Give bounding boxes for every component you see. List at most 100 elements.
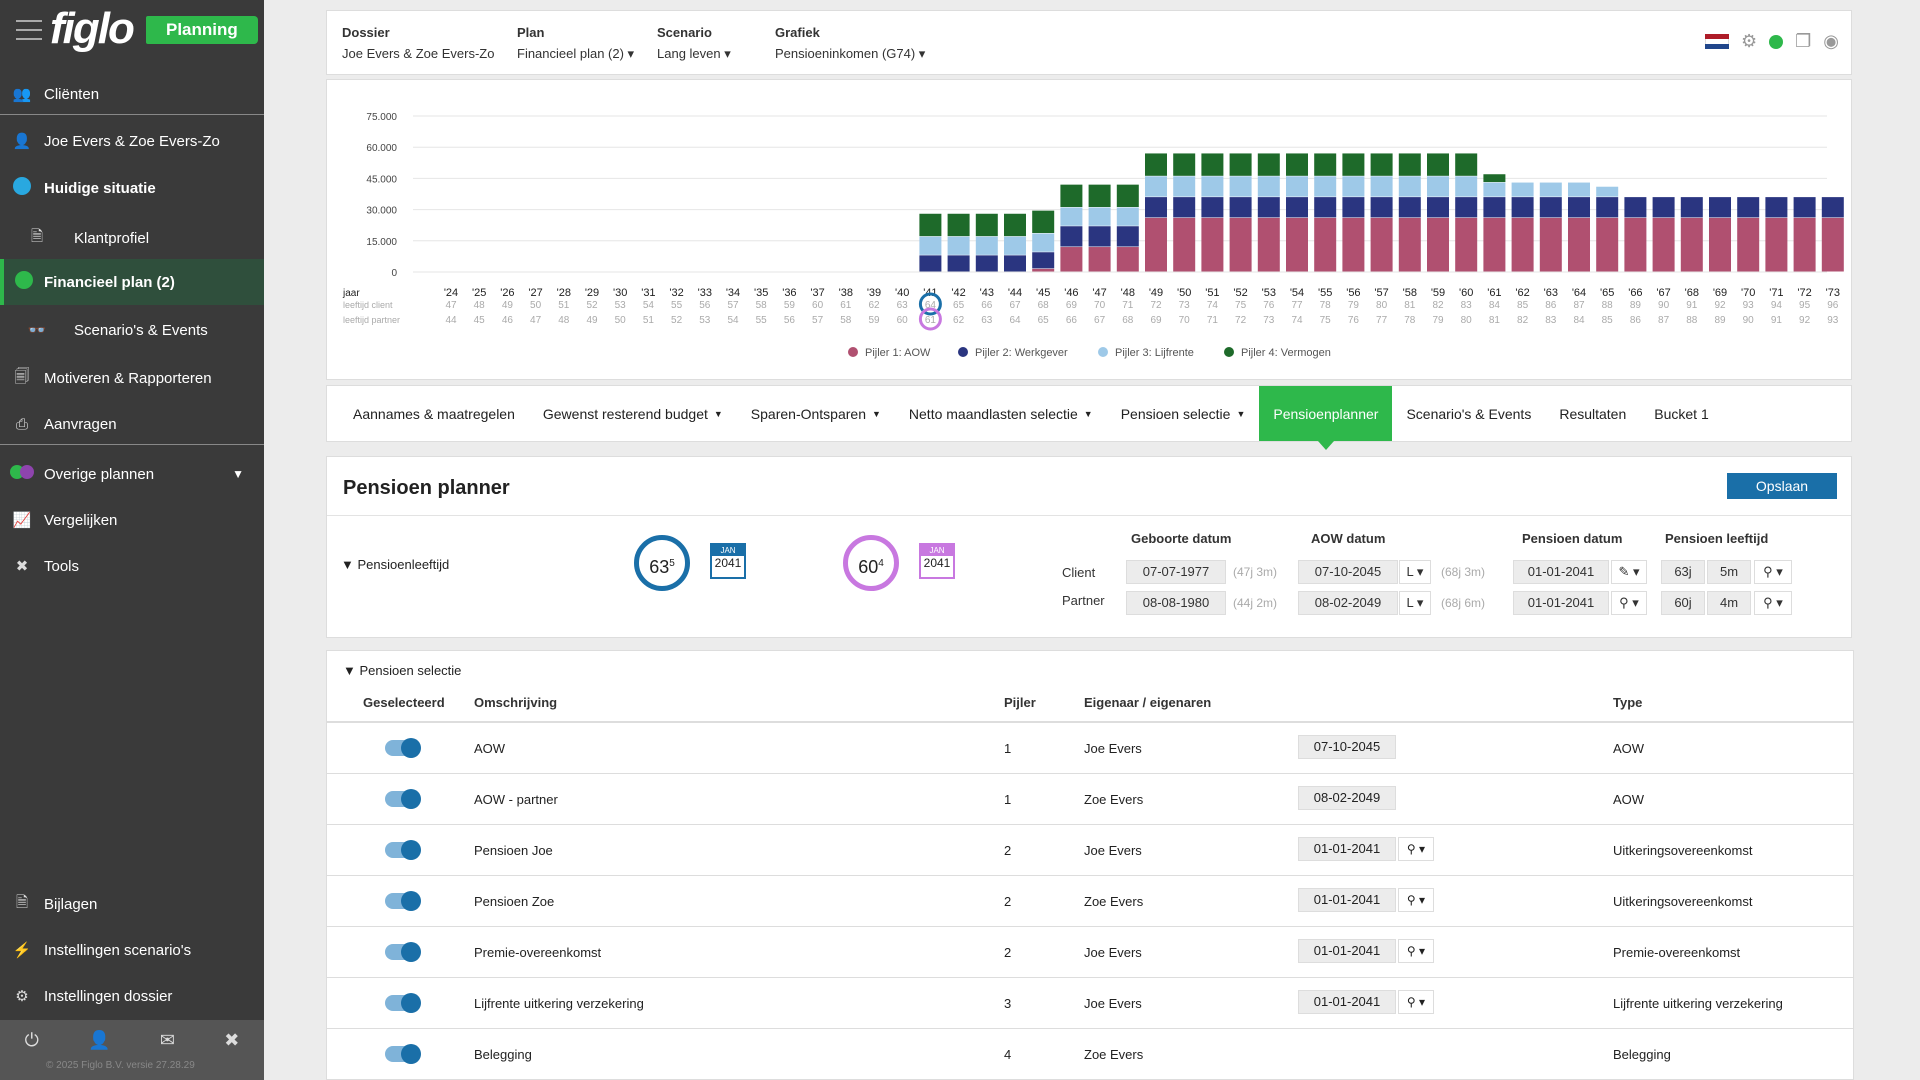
bar-segment — [975, 213, 998, 237]
profile-icon[interactable]: 👤 — [88, 1029, 111, 1050]
row-date-input[interactable]: 01-01-2041 — [1298, 837, 1396, 861]
link-dropdown-icon[interactable]: ⚲ ▾ — [1398, 990, 1434, 1014]
sidebar-item-financieel-plan[interactable]: Financieel plan (2) — [0, 259, 264, 305]
bar-segment — [1427, 217, 1449, 272]
sidebar-item-bijlagen[interactable]: 🗎 Bijlagen — [0, 884, 264, 924]
mail-icon[interactable]: ✉ — [159, 1029, 175, 1050]
tab-gewenst-budget[interactable]: Gewenst resterend budget ▼ — [529, 386, 737, 441]
sidebar-item-label: Instellingen dossier — [44, 987, 173, 1005]
bar-segment — [1568, 217, 1590, 272]
menu-icon[interactable] — [16, 20, 42, 40]
client-age-years-input[interactable]: 63j — [1661, 560, 1705, 584]
age-client-label: 65 — [953, 300, 965, 311]
partner-aow-input[interactable]: 08-02-2049 — [1298, 591, 1398, 615]
sidebar-item-huidige-situatie[interactable]: Huidige situatie — [0, 168, 264, 208]
tab-resultaten[interactable]: Resultaten — [1545, 386, 1640, 441]
tab-label: Netto maandlasten selectie — [908, 405, 1078, 422]
x-tick-label: '44 — [1008, 287, 1022, 299]
eye-icon[interactable]: ◉ — [1823, 31, 1839, 51]
link-dropdown-icon[interactable]: ⚲ ▾ — [1398, 837, 1434, 861]
sidebar-item-scenarios[interactable]: 👓 Scenario's & Events — [0, 310, 264, 350]
age-client-label: 60 — [812, 300, 824, 311]
row-type: Uitkeringsovereenkomst — [1613, 894, 1753, 909]
link-dropdown-icon[interactable]: ⚲ ▾ — [1611, 591, 1647, 615]
age-client-label: 95 — [1799, 300, 1811, 311]
gear-icon[interactable]: ⚙ — [1741, 31, 1758, 51]
x-tick-label: '30 — [613, 287, 627, 299]
sidebar-item-klantprofiel[interactable]: 🗎 Klantprofiel — [0, 218, 264, 258]
plan-dropdown[interactable]: Plan Financieel plan (2) ▾ — [517, 25, 634, 62]
link-dropdown-icon[interactable]: ⚲ ▾ — [1398, 888, 1434, 912]
partner-pension-date-input[interactable]: 01-01-2041 — [1513, 591, 1609, 615]
report-icon: 🗐 — [14, 367, 30, 385]
sidebar-item-clienten[interactable]: 👥 Cliënten — [0, 74, 264, 114]
sidebar-item-vergelijken[interactable]: 📈 Vergelijken — [0, 500, 264, 540]
selected-toggle[interactable] — [385, 840, 421, 860]
sidebar-item-overige-plannen[interactable]: Overige plannen ▼ — [0, 454, 264, 494]
row-description: AOW — [474, 741, 506, 756]
sidebar-item-instellingen-scenarios[interactable]: ⚡ Instellingen scenario's — [0, 930, 264, 970]
link-dropdown-icon[interactable]: ⚲ ▾ — [1754, 560, 1792, 584]
pensioen-selectie-toggle[interactable]: ▼ Pensioen selectie — [343, 663, 461, 678]
selected-toggle[interactable] — [385, 993, 421, 1013]
row-type: AOW — [1613, 792, 1645, 807]
link-dropdown-icon[interactable]: ⚲ ▾ — [1754, 591, 1792, 615]
age-partner-label: 57 — [812, 315, 824, 326]
sidebar-item-motiveren[interactable]: 🗐 Motiveren & Rapporteren — [0, 358, 264, 398]
tab-label: Sparen-Ontsparen — [750, 405, 866, 422]
partner-birth-input[interactable]: 08-08-1980 — [1126, 591, 1226, 615]
dossier-field[interactable]: Dossier Joe Evers & Zoe Evers-Zo — [342, 25, 494, 61]
edit-dropdown-icon[interactable]: ✎ ▾ — [1611, 560, 1647, 584]
partner-aow-select[interactable]: L ▾ — [1399, 591, 1431, 615]
partner-age-months-input[interactable]: 4m — [1707, 591, 1751, 615]
tab-pensioen-selectie[interactable]: Pensioen selectie ▼ — [1107, 386, 1260, 441]
x-tick-label: '70 — [1741, 287, 1755, 299]
tab-netto-maandlasten[interactable]: Netto maandlasten selectie ▼ — [895, 386, 1107, 441]
x-tick-label: '28 — [557, 287, 571, 299]
row-date-input[interactable]: 07-10-2045 — [1298, 735, 1396, 759]
table-row: Belegging 4 Zoe Evers Belegging — [327, 1029, 1853, 1080]
bar-segment — [1173, 176, 1196, 197]
link-dropdown-icon[interactable]: ⚲ ▾ — [1398, 939, 1434, 963]
selected-toggle[interactable] — [385, 789, 421, 809]
selected-toggle[interactable] — [385, 1044, 421, 1064]
flag-nl-icon[interactable] — [1705, 33, 1729, 50]
copy-icon[interactable]: ❐ — [1795, 31, 1812, 51]
client-aow-select[interactable]: L ▾ — [1399, 560, 1431, 584]
grafiek-dropdown[interactable]: Grafiek Pensioeninkomen (G74) ▾ — [775, 25, 925, 62]
age-client-label: 69 — [1066, 300, 1078, 311]
age-partner-label: 65 — [1038, 315, 1050, 326]
sidebar-item-aanvragen[interactable]: ⎙ Aanvragen — [0, 404, 264, 444]
pension-planner-panel: Pensioen planner Opslaan ▼ Pensioenleeft… — [326, 456, 1852, 638]
selected-toggle[interactable] — [385, 738, 421, 758]
sidebar-item-instellingen-dossier[interactable]: ⚙ Instellingen dossier — [0, 976, 264, 1016]
client-aow-input[interactable]: 07-10-2045 — [1298, 560, 1398, 584]
power-icon[interactable]: ⏻ — [24, 1029, 39, 1050]
sidebar-item-client-name[interactable]: 👤 Joe Evers & Zoe Evers-Zo — [0, 121, 264, 161]
figlo-logo: figlo — [50, 4, 135, 53]
save-button[interactable]: Opslaan — [1727, 473, 1837, 499]
sidebar-item-label: Cliënten — [44, 85, 100, 103]
sidebar-item-tools[interactable]: ✖ Tools — [0, 546, 264, 586]
partner-age-years-input[interactable]: 60j — [1661, 591, 1705, 615]
selected-toggle[interactable] — [385, 891, 421, 911]
tab-scenarios-events[interactable]: Scenario's & Events — [1392, 386, 1545, 441]
pensioenleeftijd-toggle[interactable]: ▼ Pensioenleeftijd — [341, 557, 449, 572]
row-date-input[interactable]: 08-02-2049 — [1298, 786, 1396, 810]
age-client-label: 56 — [699, 300, 711, 311]
row-date-input[interactable]: 01-01-2041 — [1298, 939, 1396, 963]
tab-pensioenplanner[interactable]: Pensioenplanner — [1259, 386, 1393, 450]
tools-icon[interactable]: ✖ — [224, 1029, 240, 1050]
client-age-months-input[interactable]: 5m — [1707, 560, 1751, 584]
client-birth-input[interactable]: 07-07-1977 — [1126, 560, 1226, 584]
partner-age-ring: 604 — [843, 535, 899, 591]
tab-aannames[interactable]: Aannames & maatregelen — [339, 386, 529, 441]
client-pension-date-input[interactable]: 01-01-2041 — [1513, 560, 1609, 584]
row-date-input[interactable]: 01-01-2041 — [1298, 990, 1396, 1014]
row-date-input[interactable]: 01-01-2041 — [1298, 888, 1396, 912]
tab-sparen-ontsparen[interactable]: Sparen-Ontsparen ▼ — [737, 386, 895, 441]
chevron-down-icon[interactable]: ▼ — [232, 467, 244, 481]
scenario-dropdown[interactable]: Scenario Lang leven ▾ — [657, 25, 731, 62]
tab-bucket-1[interactable]: Bucket 1 — [1640, 386, 1722, 441]
selected-toggle[interactable] — [385, 942, 421, 962]
